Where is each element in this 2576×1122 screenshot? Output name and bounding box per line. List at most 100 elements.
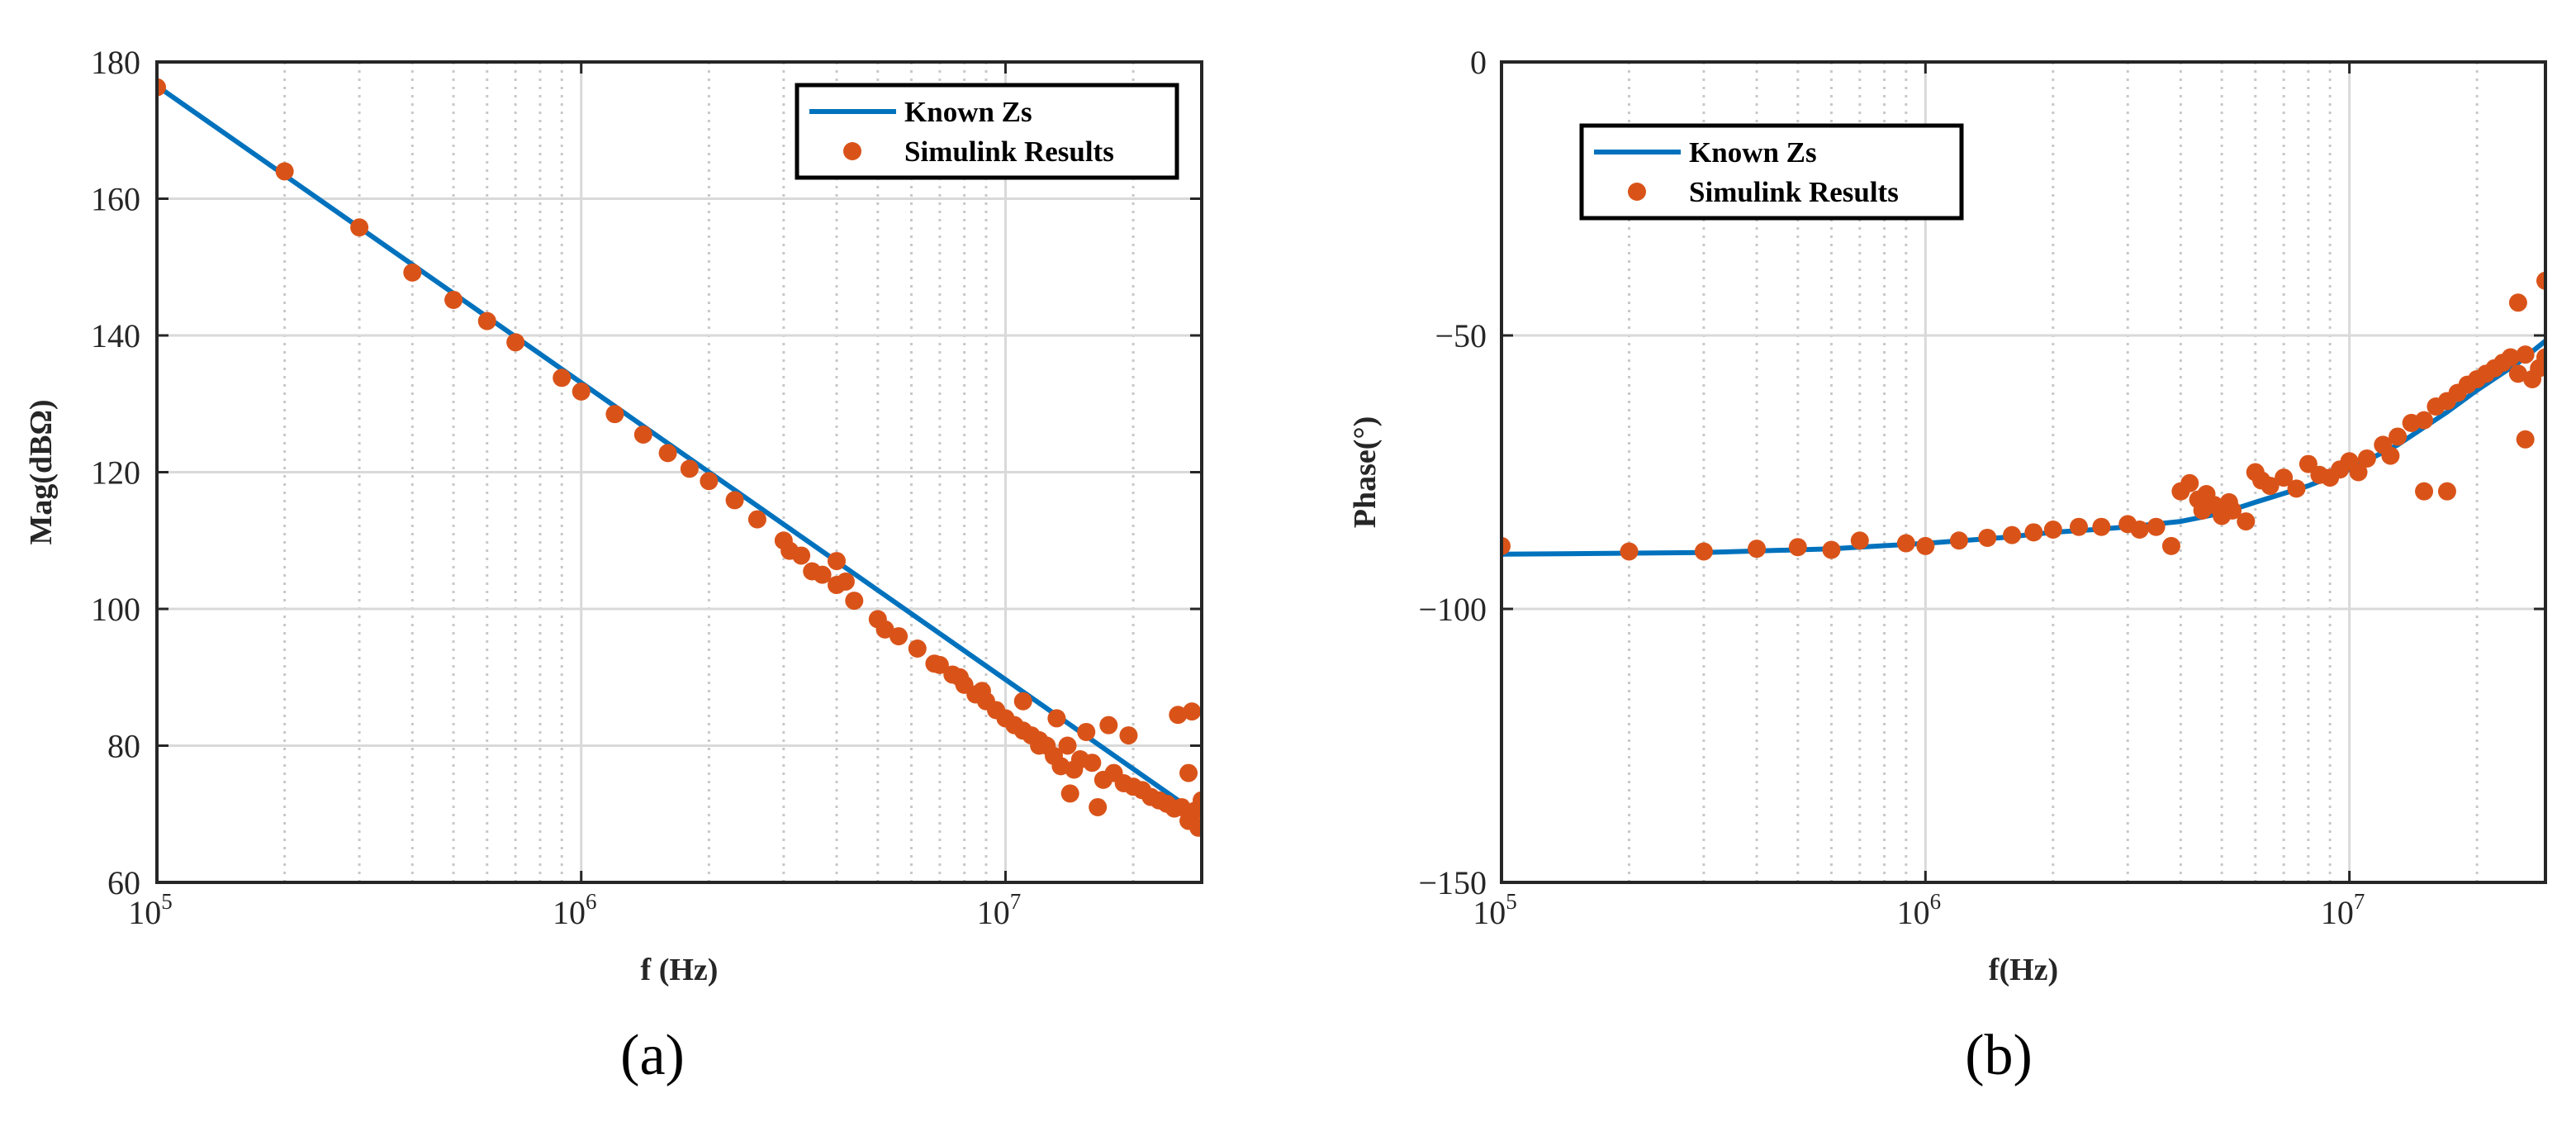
scatter-point [2161,536,2180,555]
scatter-point [747,510,766,529]
scatter-point [1748,540,1767,559]
x-tick-label: 107 [2321,889,2365,931]
x-tick-exponent: 5 [1506,889,1517,914]
scatter-point [1169,706,1188,725]
y-tick-label: 100 [91,591,140,628]
scatter-point [2092,517,2111,536]
scatter-point [1013,692,1032,711]
scatter-point [1916,536,1935,555]
x-tick-base: 10 [553,894,586,931]
legend: Known Zs Simulink Results [1579,123,1964,221]
x-tick-exponent: 7 [2354,889,2365,914]
scatter-point [2130,521,2149,540]
scatter-point [157,78,166,97]
legend-label: Simulink Results [904,135,1114,168]
scatter-point [1949,531,1968,550]
legend-label: Known Zs [904,96,1032,128]
x-tick-base: 10 [1897,894,1930,931]
scatter-point [1060,784,1079,803]
scatter-point [2389,427,2408,446]
y-axis-label: Phase(°) [1348,416,1383,529]
scatter-point [477,311,496,330]
scatter-point [658,444,677,463]
legend: Known Zs Simulink Results [795,83,1179,180]
legend-box [1579,123,1964,221]
scatter-point [1030,736,1049,755]
x-tick-base: 10 [128,894,161,931]
tick-marks [1500,60,2545,884]
legend-label: Known Zs [1689,136,1817,169]
scatter-point [1694,542,1713,561]
scatter-point [2501,348,2520,367]
axes-frame [1500,60,2547,884]
scatter-point [1788,538,1807,557]
scatter-point [2275,468,2294,487]
data-layer [157,78,1202,837]
scatter-point [605,405,624,424]
x-tick-label: 105 [128,889,173,931]
scatter-point [2180,473,2199,492]
scatter-point [572,382,591,401]
scatter-point [1077,722,1096,741]
x-tick-label: 105 [1473,889,1517,931]
scatter-point [2193,501,2212,520]
tick-marks [155,60,1202,884]
scatter-point [725,491,744,510]
x-tick-label: 106 [1897,889,1942,931]
scatter-point [2437,482,2456,501]
scatter-point [506,333,525,352]
legend-label: Simulink Results [1689,176,1899,208]
scatter-point [2287,479,2306,498]
scatter-point [2237,512,2256,531]
x-tick-exponent: 6 [1930,889,1942,914]
legend-box [795,83,1179,180]
x-tick-base: 10 [1473,894,1506,931]
scatter-point [553,368,572,387]
scatter-point [780,541,799,560]
scatter-point [2298,454,2317,473]
scatter-point [951,668,970,687]
y-axis-label: Mag(dBΩ) [24,399,59,544]
scatter-point [875,620,894,639]
data-layer [1501,271,2545,561]
scatter-point [1896,534,1915,553]
y-tick-label: 160 [91,181,140,218]
scatter-point [2508,293,2527,312]
scatter-point [444,290,463,309]
scatter-point [1978,528,1997,547]
scatter-point [275,162,294,181]
scatter-point [633,425,652,444]
scatter-point [403,263,422,282]
scatter-point [890,627,908,646]
scatter-point [2003,525,2022,544]
x-axis-label: f(Hz) [1989,953,2058,987]
scatter-point [2070,517,2089,536]
x-tick-base: 10 [977,894,1010,931]
legend-marker-swatch [843,142,861,160]
scatter-point [845,592,864,611]
scatter-point [1501,536,1511,555]
scatter-point [1189,818,1202,837]
y-tick-label: −150 [1418,864,1487,901]
scatter-point [925,654,944,673]
scatter-point [2508,364,2527,383]
scatter-point [836,572,855,591]
scatter-point [972,682,991,701]
scatter-point [2349,463,2368,482]
scatter-point [1850,531,1869,550]
scatter-point [2415,411,2434,430]
legend-marker-swatch [1628,183,1646,201]
scatter-point [2147,517,2166,536]
scatter-point [1099,716,1118,735]
major-grid [157,62,1202,882]
scatter-point [680,459,699,478]
scatter-point [1172,797,1191,816]
panel-label: (b) [1965,1024,2033,1087]
scatter-point [908,639,927,658]
scatter-point [1822,540,1841,559]
y-tick-label: 180 [91,44,140,81]
y-tick-label: 0 [1470,44,1487,81]
